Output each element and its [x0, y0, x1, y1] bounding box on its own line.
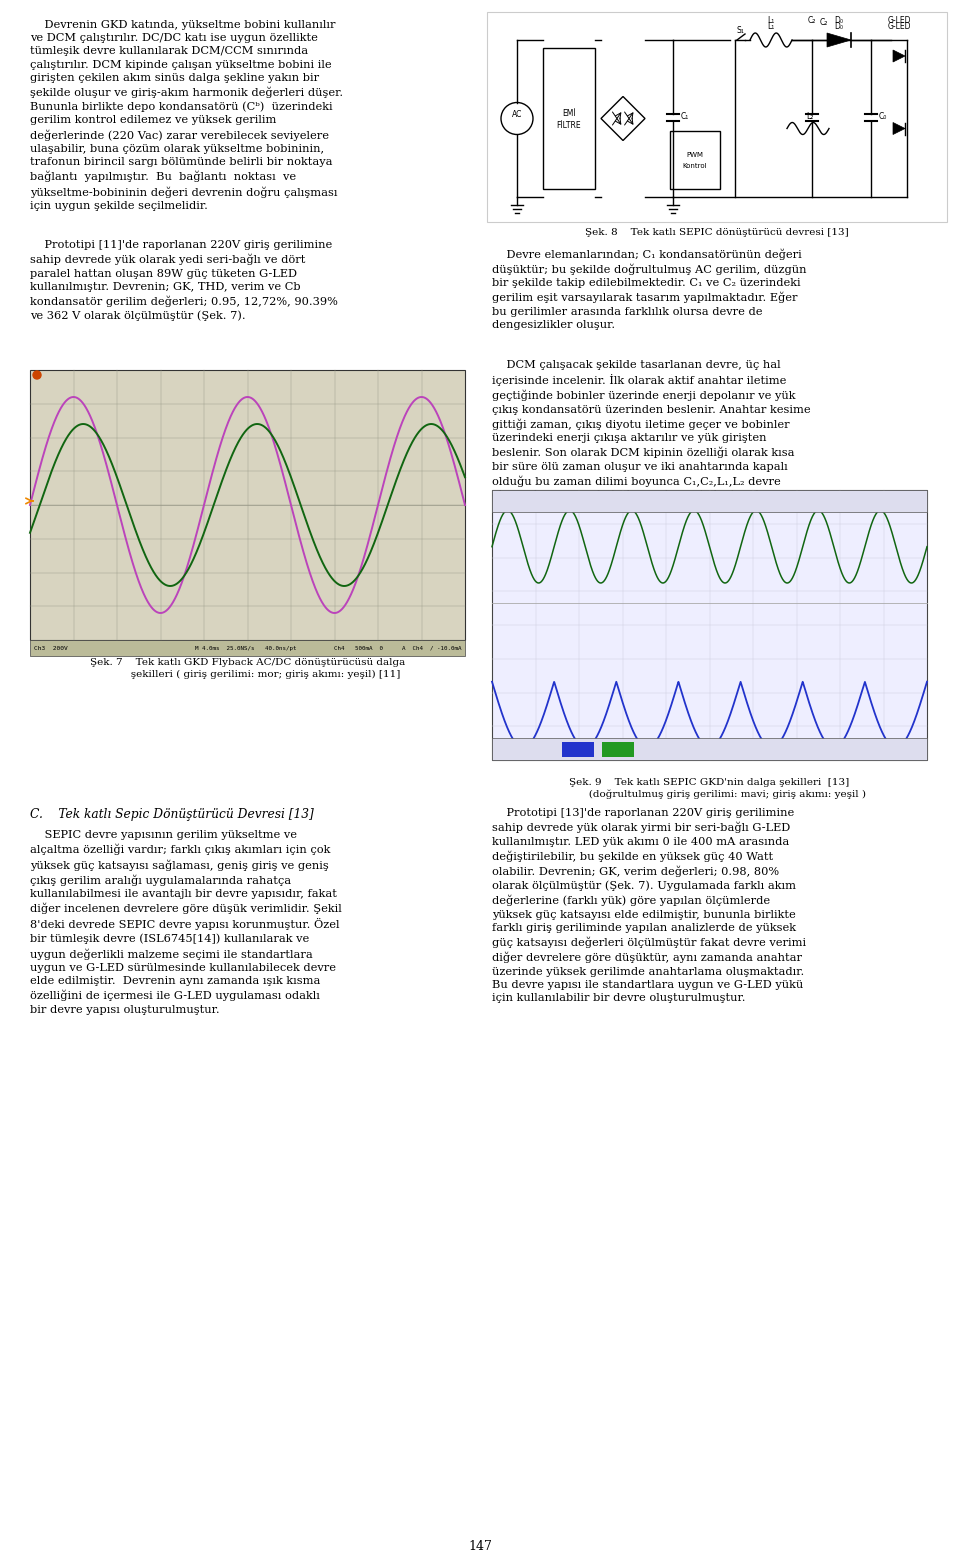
Text: (b) Voltage Vac = 240V: (b) Voltage Vac = 240V [652, 497, 767, 506]
Text: Ch4   500mA  0: Ch4 500mA 0 [334, 646, 383, 651]
Text: C₂: C₂ [807, 16, 816, 25]
Text: EMİ: EMİ [563, 109, 576, 118]
Text: G-LED: G-LED [887, 16, 911, 25]
Text: Şek. 9    Tek katlı SEPIC GKD'nin dalga şekilleri  [13]
           (doğrultulmuş: Şek. 9 Tek katlı SEPIC GKD'nin dalga şek… [553, 778, 866, 799]
Bar [487, 12, 947, 223]
Text: Devre elemanlarından; C₁ kondansatörünün değeri
düşüktür; bu şekilde doğrultulmu: Devre elemanlarından; C₁ kondansatörünün… [492, 248, 806, 330]
Polygon shape [827, 33, 851, 47]
Bar [30, 640, 465, 655]
Text: Measure
W/A: Measure W/A [496, 744, 520, 754]
Text: Şek. 7    Tek katlı GKD Flyback AC/DC dönüştürücüsü dalga
           şekilleri (: Şek. 7 Tek katlı GKD Flyback AC/DC dönüş… [90, 659, 405, 679]
Polygon shape [893, 123, 905, 134]
Text: C₀: C₀ [879, 112, 887, 121]
Text: A  Ch4  / -10.0mA: A Ch4 / -10.0mA [401, 646, 461, 651]
Text: Devrenin GKD katında, yükseltme bobini kullanılır
ve DCM çalıştırılır. DC/DC kat: Devrenin GKD katında, yükseltme bobini k… [30, 20, 343, 210]
Bar [492, 490, 927, 760]
Text: D₀: D₀ [834, 22, 844, 31]
Text: C.    Tek katlı Sepic Dönüştürücü Devresi [13]: C. Tek katlı Sepic Dönüştürücü Devresi [… [30, 808, 314, 821]
Text: AC: AC [512, 111, 522, 118]
Text: DCM çalışacak şekilde tasarlanan devre, üç hal
içerisinde incelenir. İlk olarak : DCM çalışacak şekilde tasarlanan devre, … [492, 360, 810, 500]
Text: 349 V       218 mA: 349 V 218 mA [744, 746, 803, 752]
Bar [602, 743, 634, 757]
Text: PWM: PWM [686, 151, 704, 157]
Text: Ch3  200V: Ch3 200V [34, 646, 68, 651]
Bar [543, 48, 595, 188]
Bar [30, 371, 465, 640]
Text: G-LED: G-LED [887, 22, 911, 31]
Bar [492, 738, 927, 760]
Bar [670, 131, 720, 188]
Circle shape [33, 371, 41, 378]
Bar [562, 743, 594, 757]
Text: Prototipi [13]'de raporlanan 220V giriş gerilimine
sahip devrede yük olarak yirm: Prototipi [13]'de raporlanan 220V giriş … [492, 808, 806, 1003]
Text: L₁: L₁ [767, 22, 775, 31]
Text: Prototipi [11]'de raporlanan 220V giriş gerilimine
sahip devrede yük olarak yedi: Prototipi [11]'de raporlanan 220V giriş … [30, 240, 338, 321]
Text: D₀: D₀ [834, 16, 844, 25]
Text: C₁: C₁ [681, 112, 689, 121]
Text: M 4.0ms  25.0NS/s   40.0ns/pt: M 4.0ms 25.0NS/s 40.0ns/pt [195, 646, 297, 651]
Text: 147: 147 [468, 1540, 492, 1552]
Text: C₂: C₂ [820, 17, 828, 26]
Polygon shape [893, 50, 905, 62]
Text: Kontrol: Kontrol [683, 163, 708, 168]
Text: FİLTRE: FİLTRE [557, 121, 582, 129]
Text: L₁: L₁ [767, 16, 775, 25]
Text: P1 max(C)   P2 max(C)   P3 max(C)   P4 max(C4)   P6...: P1 max(C) P2 max(C) P3 max(C) P4 max(C4)… [709, 741, 865, 746]
Text: S₁: S₁ [736, 25, 744, 34]
Bar [492, 490, 927, 512]
Text: Şek. 8    Tek katlı SEPIC dönüştürücü devresi [13]: Şek. 8 Tek katlı SEPIC dönüştürücü devre… [586, 227, 849, 237]
Text: SEPIC devre yapısının gerilim yükseltme ve
alçaltma özelliği vardır; farklı çıkı: SEPIC devre yapısının gerilim yükseltme … [30, 830, 342, 1015]
Text: L₂: L₂ [806, 112, 814, 121]
